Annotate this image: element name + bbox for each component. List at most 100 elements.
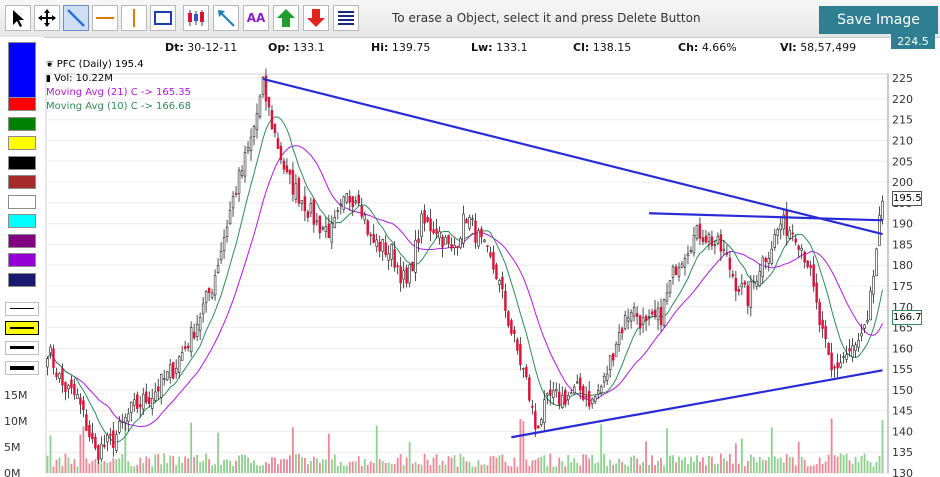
line-width-1[interactable] bbox=[5, 302, 39, 316]
y-tick-label: 225 bbox=[892, 72, 913, 85]
volume-bar bbox=[579, 465, 582, 473]
candle-body bbox=[881, 200, 884, 220]
color-swatch[interactable] bbox=[8, 214, 36, 228]
candle-legend-icon: ❦ bbox=[46, 60, 54, 70]
arrow-line-tool[interactable] bbox=[213, 5, 239, 31]
open-readout: Op: 133.1 bbox=[268, 41, 325, 54]
volume-bar bbox=[145, 456, 148, 473]
horizontal-line-tool[interactable] bbox=[92, 5, 118, 31]
volume-bar bbox=[277, 464, 279, 473]
candle-body bbox=[608, 355, 612, 371]
color-swatch[interactable] bbox=[8, 136, 36, 150]
trend-line-tool[interactable] bbox=[63, 5, 89, 31]
volume-bar bbox=[321, 459, 324, 473]
volume-bar bbox=[725, 461, 728, 473]
candle-body bbox=[869, 290, 872, 321]
volume-bar bbox=[848, 460, 851, 473]
candle-body bbox=[501, 276, 504, 290]
candle-body bbox=[743, 281, 747, 285]
volume-bar bbox=[480, 464, 483, 473]
diagonal-line-icon bbox=[67, 9, 85, 27]
candle-body bbox=[474, 220, 477, 243]
color-swatch[interactable] bbox=[8, 194, 36, 209]
volume-bar bbox=[136, 465, 139, 473]
volume-bar bbox=[109, 461, 112, 473]
up-arrow-tool[interactable] bbox=[273, 5, 299, 31]
candle-body bbox=[510, 320, 513, 334]
volume-bar bbox=[797, 441, 800, 473]
move-tool[interactable] bbox=[34, 5, 60, 31]
color-swatch[interactable] bbox=[8, 175, 36, 189]
volume-bar bbox=[624, 464, 627, 473]
volume-bar bbox=[73, 459, 76, 473]
volume-bar bbox=[97, 455, 100, 473]
candle-body bbox=[73, 384, 76, 396]
line-width-2[interactable] bbox=[5, 321, 39, 335]
color-swatch[interactable] bbox=[8, 116, 36, 131]
pointer-tool[interactable] bbox=[5, 5, 31, 31]
color-swatch[interactable] bbox=[8, 97, 36, 111]
volume-bar bbox=[755, 462, 758, 473]
price-chart[interactable]: 2252202152102052001951901851801751701651… bbox=[0, 37, 940, 477]
candle-body bbox=[827, 343, 830, 355]
candle-body bbox=[656, 307, 660, 321]
rectangle-tool[interactable] bbox=[150, 5, 176, 31]
candle-body bbox=[713, 243, 717, 246]
volume-bar bbox=[169, 455, 172, 473]
volume-bar bbox=[256, 465, 258, 473]
color-swatch[interactable] bbox=[8, 253, 36, 267]
candle-body bbox=[420, 213, 423, 238]
down-arrow-tool[interactable] bbox=[303, 5, 329, 31]
volume-bar bbox=[441, 460, 444, 473]
volume-bar bbox=[483, 464, 486, 473]
volume-bar bbox=[489, 456, 492, 473]
high-readout: Hi: 139.75 bbox=[371, 41, 431, 54]
volume-bar bbox=[764, 460, 767, 473]
candle-body bbox=[264, 75, 268, 102]
volume-bar bbox=[552, 466, 555, 473]
last-price-tag: 224.5 bbox=[891, 34, 935, 49]
save-image-button[interactable]: Save Image bbox=[819, 6, 938, 34]
ma-price-tag: 166.7 bbox=[892, 310, 922, 325]
text-tool[interactable]: AA bbox=[243, 5, 269, 31]
candle-body bbox=[231, 196, 235, 209]
color-swatch[interactable] bbox=[8, 272, 36, 287]
color-swatch[interactable] bbox=[8, 233, 36, 248]
volume-bar bbox=[211, 465, 214, 473]
low-readout: Lw: 133.1 bbox=[471, 41, 528, 54]
volume-bar bbox=[223, 459, 226, 473]
volume-bar bbox=[618, 458, 621, 473]
volume-bar bbox=[88, 463, 91, 473]
candle-body bbox=[722, 248, 726, 251]
menu-tool[interactable] bbox=[333, 5, 359, 31]
candle-body bbox=[695, 225, 699, 239]
candles-tool[interactable] bbox=[183, 5, 209, 31]
candle-body bbox=[228, 210, 232, 224]
volume-bar bbox=[408, 441, 411, 473]
vertical-line-tool[interactable] bbox=[121, 5, 147, 31]
volume-bar bbox=[758, 456, 761, 473]
candle-body bbox=[88, 425, 91, 438]
candle-body bbox=[306, 211, 310, 218]
candle-body bbox=[82, 400, 85, 410]
volume-bar bbox=[115, 459, 118, 473]
volume-bar bbox=[773, 456, 776, 473]
candle-body bbox=[701, 237, 705, 242]
volume-bar bbox=[67, 457, 70, 473]
volume-bar bbox=[402, 465, 405, 473]
volume-bar bbox=[510, 466, 513, 473]
volume-bar bbox=[672, 455, 674, 473]
volume-bar bbox=[393, 463, 396, 473]
line-width-4[interactable] bbox=[5, 361, 39, 375]
candle-body bbox=[426, 217, 429, 222]
volume-bar bbox=[869, 462, 872, 473]
volume-bar bbox=[513, 457, 516, 473]
color-swatch[interactable] bbox=[8, 155, 36, 170]
candle-body bbox=[207, 287, 211, 294]
candle-body bbox=[387, 253, 390, 261]
selected-color-swatch[interactable] bbox=[8, 42, 36, 100]
line-width-3[interactable] bbox=[5, 341, 39, 355]
candle-body bbox=[800, 247, 803, 251]
volume-bar bbox=[327, 433, 330, 473]
candle-body bbox=[812, 264, 815, 287]
